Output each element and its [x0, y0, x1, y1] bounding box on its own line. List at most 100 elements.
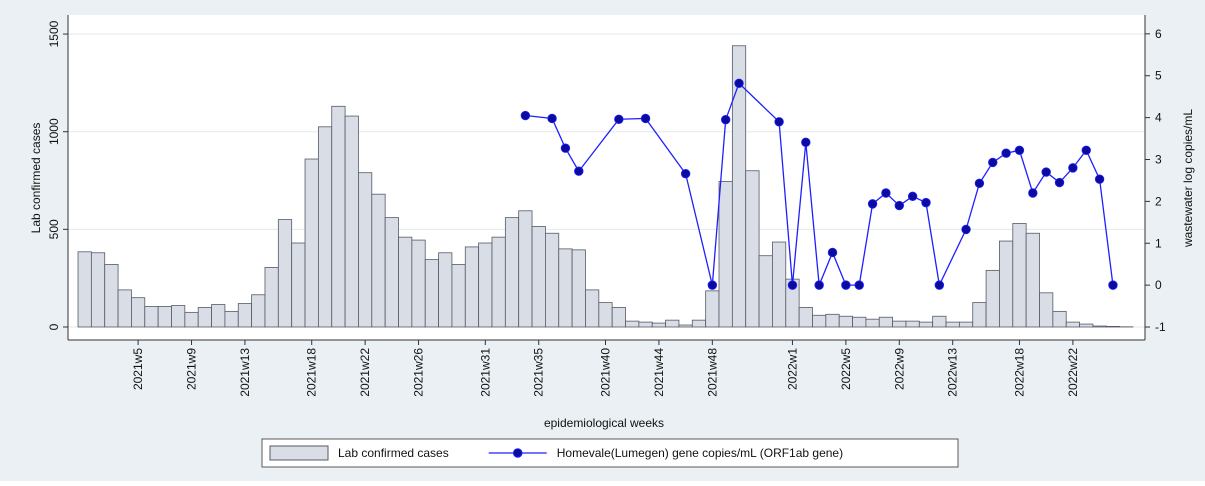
bar	[532, 226, 545, 327]
bar	[465, 247, 478, 327]
legend-marker	[513, 449, 522, 458]
bar	[1080, 324, 1093, 327]
bar	[812, 315, 825, 327]
y-tick-label: 0	[47, 323, 61, 330]
y2-tick-label: -1	[1155, 320, 1166, 334]
y2-tick-label: 0	[1155, 278, 1162, 292]
bar	[1093, 326, 1106, 327]
x-tick-label: 2021w13	[238, 348, 252, 397]
x-tick-label: 2021w44	[652, 348, 666, 397]
bar	[212, 305, 225, 327]
y-tick-label: 1000	[47, 118, 61, 145]
bar	[1013, 223, 1026, 327]
bar	[358, 173, 371, 327]
bar	[679, 325, 692, 327]
bar	[545, 233, 558, 327]
x-tick-label: 2021w18	[305, 348, 319, 397]
marker	[855, 281, 864, 290]
marker	[1055, 178, 1064, 187]
x-tick-label: 2021w31	[478, 348, 492, 397]
marker	[721, 115, 730, 124]
x-tick-label: 2022w5	[839, 348, 853, 390]
bar	[519, 211, 532, 327]
x-tick-label: 2021w26	[412, 348, 426, 397]
legend-label: Lab confirmed cases	[338, 446, 449, 460]
bar	[292, 243, 305, 327]
bar	[238, 304, 251, 327]
bar	[158, 306, 171, 327]
bar	[946, 322, 959, 327]
bar	[853, 317, 866, 327]
marker	[895, 201, 904, 210]
y2-tick-label: 4	[1155, 111, 1162, 125]
marker	[988, 158, 997, 167]
bar	[305, 159, 318, 327]
bar	[772, 242, 785, 327]
bar	[639, 322, 652, 327]
bar	[318, 127, 331, 327]
bar	[973, 303, 986, 327]
marker	[681, 169, 690, 178]
x-tick-label: 2022w18	[1012, 348, 1026, 397]
marker	[1029, 189, 1038, 198]
bar	[1106, 326, 1119, 327]
marker	[962, 225, 971, 234]
y-axis-title: Lab confirmed cases	[29, 123, 43, 234]
marker	[802, 138, 811, 147]
marker	[842, 281, 851, 290]
bar	[1066, 322, 1079, 327]
bar	[505, 218, 518, 327]
bar	[425, 260, 438, 327]
y2-tick-label: 2	[1155, 194, 1162, 208]
x-axis-title: epidemiological weeks	[544, 416, 664, 430]
bar	[666, 320, 679, 327]
bar	[759, 256, 772, 327]
legend-label: Homevale(Lumegen) gene copies/mL (ORF1ab…	[557, 446, 843, 460]
x-tick-label: 2022w1	[785, 348, 799, 390]
bar	[492, 237, 505, 327]
y2-tick-label: 3	[1155, 152, 1162, 166]
bar	[906, 321, 919, 327]
x-tick-label: 2021w35	[532, 348, 546, 397]
bar	[746, 171, 759, 327]
marker	[1082, 146, 1091, 155]
marker	[615, 115, 624, 124]
bar	[692, 320, 705, 327]
bar	[839, 316, 852, 327]
bar	[278, 220, 291, 327]
marker	[1109, 281, 1118, 290]
marker	[815, 281, 824, 290]
bar	[585, 290, 598, 327]
bar	[706, 291, 719, 327]
bar	[652, 323, 665, 327]
bar	[479, 243, 492, 327]
y-tick-label: 1500	[47, 20, 61, 47]
bar	[252, 295, 265, 327]
bar	[332, 106, 345, 327]
bar	[131, 298, 144, 327]
bar	[399, 237, 412, 327]
marker	[1069, 164, 1078, 173]
bar	[1053, 311, 1066, 327]
bar	[986, 270, 999, 327]
x-tick-label: 2021w9	[185, 348, 199, 390]
bar	[105, 264, 118, 326]
marker	[561, 144, 570, 153]
bar	[185, 312, 198, 327]
marker	[1095, 175, 1104, 184]
bar	[145, 306, 158, 327]
marker	[922, 198, 931, 207]
marker	[935, 281, 944, 290]
bar	[599, 303, 612, 327]
x-tick-label: 2022w13	[946, 348, 960, 397]
bar	[265, 267, 278, 327]
marker	[574, 167, 583, 176]
marker	[908, 192, 917, 201]
y-tick-label: 500	[47, 219, 61, 239]
bar	[919, 322, 932, 327]
x-tick-label: 2022w9	[892, 348, 906, 390]
bar	[559, 249, 572, 327]
bar	[572, 250, 585, 327]
bar	[799, 307, 812, 327]
bar	[439, 253, 452, 327]
